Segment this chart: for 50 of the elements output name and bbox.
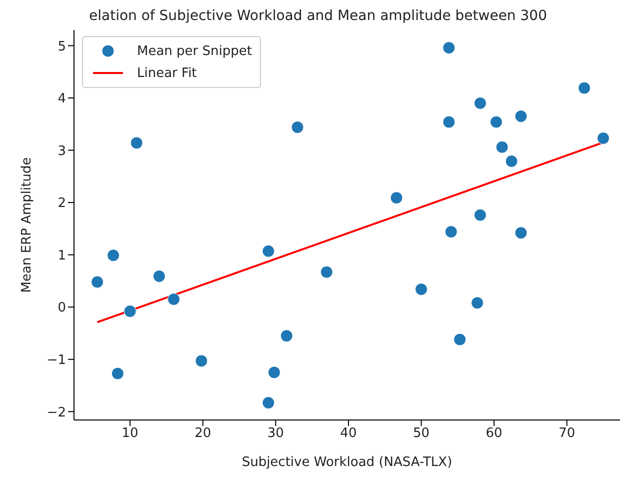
point <box>280 330 293 342</box>
point <box>597 132 610 144</box>
y-tick-label: 4 <box>58 92 66 107</box>
x-tick-label: 10 <box>122 426 138 442</box>
y-tick-label: −2 <box>46 405 66 420</box>
legend-label: Linear Fit <box>137 66 197 80</box>
x-tick-label: 40 <box>340 426 357 442</box>
chart-title: elation of Subjective Workload and Mean amplitude between 300 <box>88 8 548 24</box>
point <box>474 96 486 110</box>
point <box>444 226 458 238</box>
y-axis-title: Mean ERP Amplitude <box>20 157 35 293</box>
point <box>262 396 275 409</box>
point <box>442 42 456 54</box>
point <box>268 366 280 379</box>
point <box>505 154 518 168</box>
point <box>490 116 502 128</box>
y-tick-label: 0 <box>58 300 66 316</box>
point <box>578 82 591 94</box>
x-tick-label: 20 <box>194 426 212 442</box>
point <box>514 226 528 240</box>
point <box>91 276 104 288</box>
x-tick-label: 70 <box>558 426 576 442</box>
point <box>454 333 466 346</box>
point <box>390 192 403 204</box>
point <box>130 136 143 150</box>
point <box>111 367 124 380</box>
y-tick-label: 5 <box>58 39 66 54</box>
point <box>442 116 456 128</box>
point <box>291 120 304 134</box>
point <box>167 292 180 306</box>
point <box>471 296 484 310</box>
point <box>320 266 333 278</box>
point <box>262 244 275 258</box>
x-tick-label: 50 <box>412 426 430 442</box>
y-tick-label: 2 <box>58 196 66 212</box>
point <box>107 249 120 262</box>
x-tick-label: 30 <box>267 426 284 442</box>
y-tick-label: 3 <box>58 144 66 159</box>
x-tick-label: 60 <box>486 426 502 442</box>
point <box>415 283 428 296</box>
point <box>496 140 508 154</box>
point <box>152 270 166 282</box>
point <box>514 110 528 123</box>
point <box>124 305 136 318</box>
legend-label: Mean per Snippet <box>137 44 252 58</box>
y-tick-label: −1 <box>46 352 66 368</box>
y-tick-label: 1 <box>58 248 66 264</box>
point <box>474 208 486 222</box>
x-axis-title: Subjective Workload (NASA-TLX) <box>242 455 452 470</box>
point <box>195 354 208 368</box>
